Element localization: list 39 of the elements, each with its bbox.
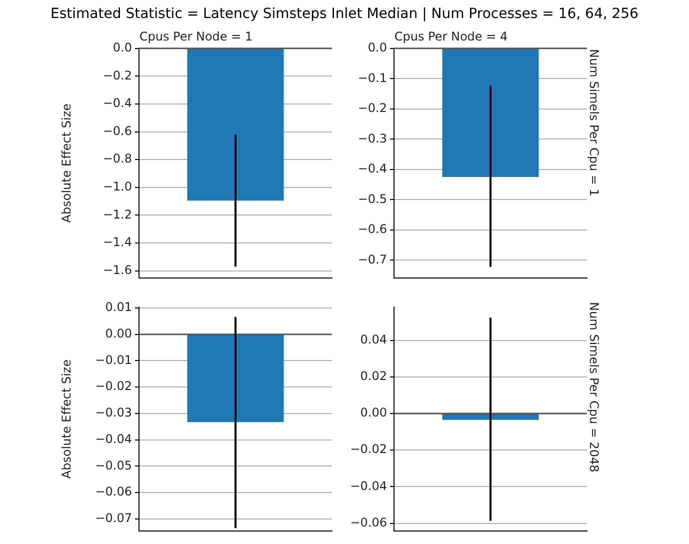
annotation: Num Simels Per Cpu = 1 bbox=[587, 49, 601, 198]
y-tick-label: −1.4 bbox=[102, 235, 132, 250]
y-axis-title: Absolute Effect Size bbox=[59, 359, 74, 479]
y-tick-label: −0.2 bbox=[358, 101, 387, 116]
chart-title: Cpus Per Node = 1 bbox=[139, 29, 253, 44]
y-tick-label: −0.03 bbox=[95, 406, 132, 420]
y-tick-label: 0.00 bbox=[105, 326, 132, 340]
y-axis-title: Absolute Effect Size bbox=[59, 103, 74, 223]
y-tick-label: −0.1 bbox=[358, 70, 387, 85]
chart-title: Cpus Per Node = 4 bbox=[394, 29, 508, 44]
annotation: Num Simels Per Cpu = 2048 bbox=[587, 302, 601, 474]
y-tick-label: −0.04 bbox=[350, 478, 387, 493]
y-tick-label: −0.07 bbox=[95, 511, 132, 526]
y-tick-label: −0.6 bbox=[102, 124, 132, 138]
y-tick-label: −0.06 bbox=[350, 515, 387, 530]
text: Estimated Statistic = Latency Simsteps Inlet Median | Num Processes = 16, 64, 256 bbox=[50, 6, 640, 22]
y-tick-label: −1.2 bbox=[102, 207, 132, 222]
y-tick-label: −0.05 bbox=[95, 458, 132, 472]
y-tick-label: −0.06 bbox=[95, 484, 132, 499]
y-tick-label: 0.00 bbox=[360, 406, 387, 420]
y-tick-label: −0.5 bbox=[358, 192, 387, 206]
y-tick-label: 0.0 bbox=[112, 40, 132, 55]
y-tick-label: −0.01 bbox=[95, 352, 132, 367]
y-tick-label: −0.7 bbox=[358, 252, 387, 266]
y-tick-label: −0.3 bbox=[358, 131, 387, 146]
y-tick-label: −0.02 bbox=[350, 442, 387, 456]
y-tick-label: −0.4 bbox=[102, 96, 132, 110]
y-tick-label: −1.0 bbox=[102, 180, 132, 194]
y-tick-label: −0.6 bbox=[358, 222, 387, 236]
y-tick-label: −0.8 bbox=[102, 152, 132, 166]
y-tick-label: 0.01 bbox=[105, 300, 132, 314]
y-tick-label: −0.02 bbox=[95, 379, 132, 394]
y-tick-label: 0.04 bbox=[360, 332, 387, 346]
y-tick-label: 0.02 bbox=[360, 369, 387, 384]
y-tick-label: −0.2 bbox=[102, 68, 132, 82]
y-tick-label: −0.04 bbox=[95, 432, 132, 446]
y-tick-label: 0.0 bbox=[368, 40, 387, 55]
y-tick-label: −0.4 bbox=[358, 162, 387, 176]
y-tick-label: −1.6 bbox=[102, 262, 132, 277]
